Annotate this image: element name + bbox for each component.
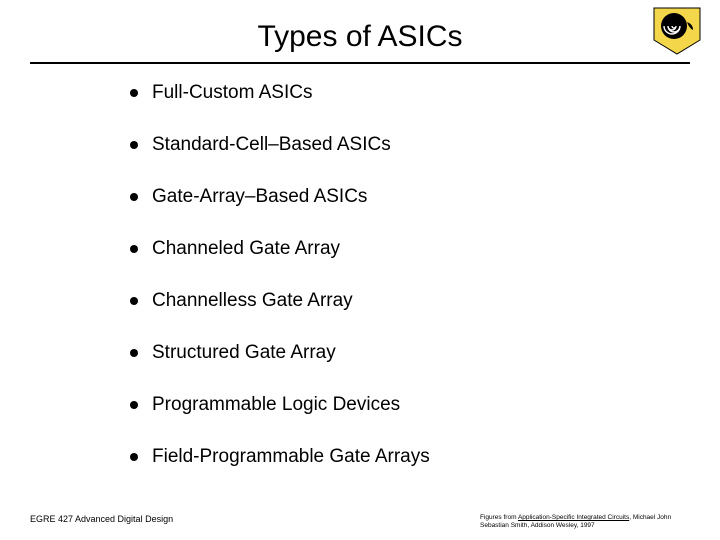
list-item-label: Programmable Logic Devices — [152, 394, 400, 416]
bullet-icon — [130, 245, 138, 253]
bullet-icon — [130, 453, 138, 461]
bullet-icon — [130, 89, 138, 97]
list-item-label: Standard-Cell–Based ASICs — [152, 134, 391, 156]
bullet-icon — [130, 297, 138, 305]
slide: Types of ASICs Full-Custom ASICs Standar… — [0, 0, 720, 540]
bullet-icon — [130, 349, 138, 357]
list-item: Channelless Gate Array — [130, 290, 630, 312]
list-item-label: Channelless Gate Array — [152, 290, 353, 312]
list-item-label: Channeled Gate Array — [152, 238, 340, 260]
title-underline-rule — [30, 62, 690, 64]
bullet-icon — [130, 141, 138, 149]
footer-left: EGRE 427 Advanced Digital Design — [30, 514, 173, 524]
list-item: Field-Programmable Gate Arrays — [130, 446, 630, 468]
list-item-label: Gate-Array–Based ASICs — [152, 186, 367, 208]
list-item: Gate-Array–Based ASICs — [130, 186, 630, 208]
footer-right-citation: Application-Specific Integrated Circuits — [518, 514, 629, 521]
list-item: Full-Custom ASICs — [130, 82, 630, 104]
list-item-label: Field-Programmable Gate Arrays — [152, 446, 430, 468]
list-item: Programmable Logic Devices — [130, 394, 630, 416]
bullet-icon — [130, 193, 138, 201]
list-item: Channeled Gate Array — [130, 238, 630, 260]
list-item: Structured Gate Array — [130, 342, 630, 364]
footer-right-prefix: Figures from — [480, 514, 518, 521]
page-title: Types of ASICs — [0, 20, 720, 54]
bullet-list: Full-Custom ASICs Standard-Cell–Based AS… — [130, 82, 630, 498]
footer-right: Figures from Application-Specific Integr… — [480, 514, 690, 530]
logo — [652, 6, 702, 56]
list-item: Standard-Cell–Based ASICs — [130, 134, 630, 156]
list-item-label: Structured Gate Array — [152, 342, 336, 364]
bullet-icon — [130, 401, 138, 409]
ram-logo-icon — [652, 6, 702, 56]
list-item-label: Full-Custom ASICs — [152, 82, 312, 104]
